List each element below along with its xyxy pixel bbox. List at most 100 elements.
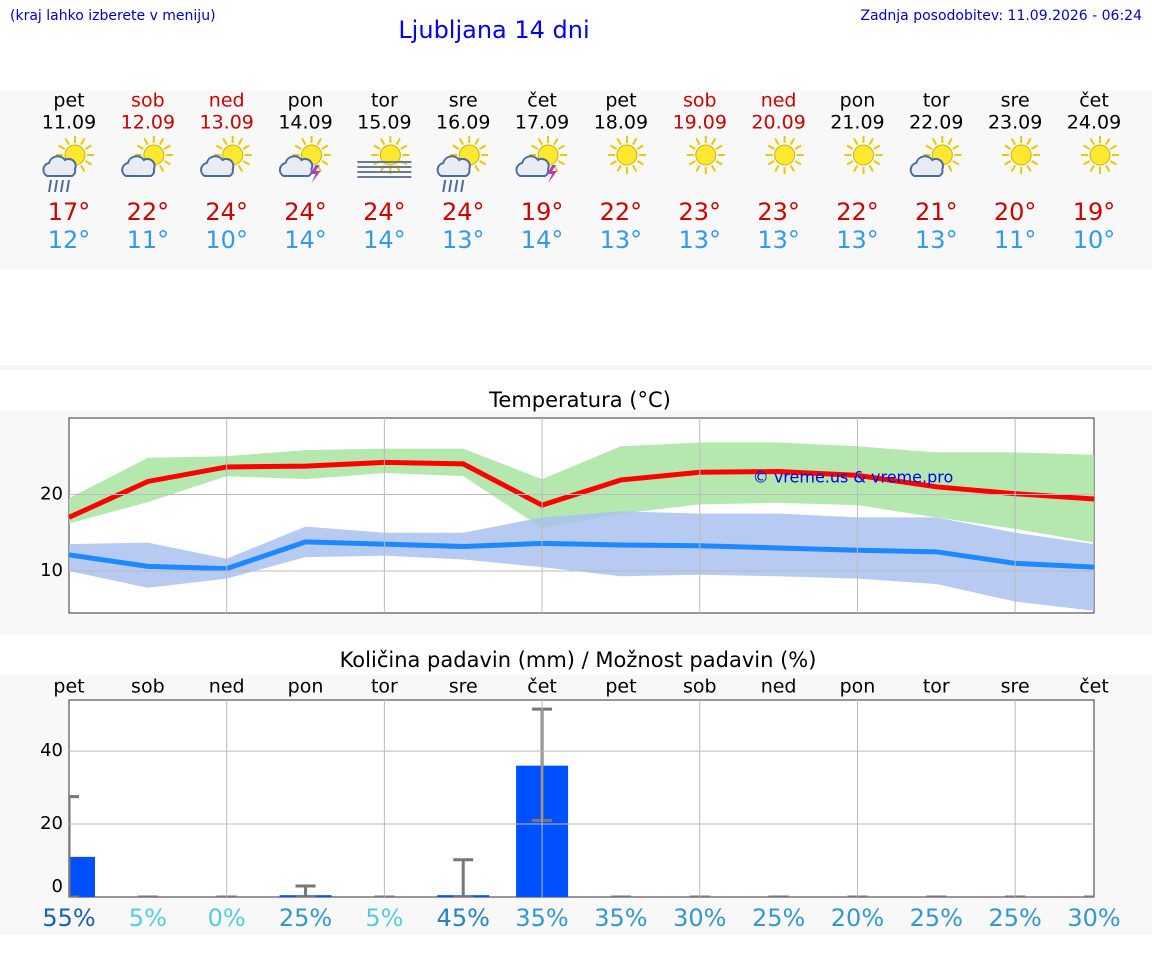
- sun-ray: [301, 138, 307, 146]
- weekday: čet: [1079, 90, 1109, 112]
- weather-icon: [436, 136, 489, 193]
- rain: [454, 179, 459, 193]
- date: 15.09: [357, 112, 411, 134]
- weather-icon: [686, 136, 725, 174]
- date: 13.09: [199, 112, 253, 134]
- probability: 25%: [279, 904, 332, 932]
- temp-series: [69, 442, 1094, 611]
- rain: [442, 179, 447, 193]
- probability: 25%: [988, 904, 1041, 932]
- sun-ray: [767, 160, 775, 166]
- date: 14.09: [278, 112, 332, 134]
- sun-ray: [636, 160, 644, 166]
- sun-ray: [215, 144, 223, 150]
- sun-ray: [632, 164, 638, 172]
- sun-ray: [868, 138, 874, 146]
- temp-min: 12°: [48, 226, 91, 254]
- weekday: pon: [288, 90, 324, 112]
- sun-ray: [80, 138, 86, 146]
- sun-ray: [873, 160, 881, 166]
- weekday: pet: [53, 90, 84, 112]
- sun-ray: [947, 138, 953, 146]
- weather-icon: [357, 136, 412, 178]
- rain: [54, 179, 58, 193]
- temp-max: 24°: [205, 198, 248, 226]
- temp-min: 13°: [678, 226, 721, 254]
- sun-ray: [474, 164, 480, 172]
- sun-ray: [237, 138, 244, 146]
- temp-max: 24°: [363, 198, 406, 226]
- sun-ray: [715, 144, 723, 150]
- temp-max: 21°: [915, 198, 958, 226]
- sun-ray: [616, 164, 622, 172]
- sun: [1010, 144, 1032, 166]
- sun-ray: [695, 138, 701, 146]
- rain: [60, 179, 64, 193]
- sun-ray: [695, 164, 701, 172]
- date: 20.09: [751, 112, 805, 134]
- date: 12.09: [121, 112, 175, 134]
- sun-ray: [1010, 164, 1017, 172]
- weekday: ned: [209, 90, 245, 112]
- temp-min: 11°: [127, 226, 170, 254]
- sun-ray: [294, 144, 302, 150]
- sun-ray: [1004, 144, 1012, 150]
- weather-icon: [515, 136, 568, 183]
- x-tick-label: čet: [527, 676, 557, 698]
- forecast-band: [0, 90, 1152, 270]
- sun-ray: [222, 138, 228, 146]
- rain: [66, 179, 70, 193]
- probability: 0%: [208, 904, 246, 932]
- probability: 5%: [129, 904, 167, 932]
- sun-ray: [952, 160, 960, 166]
- cloud: [909, 155, 944, 177]
- x-tick-label: čet: [1079, 676, 1109, 698]
- temp-min: 10°: [1073, 226, 1116, 254]
- sun-ray: [1109, 160, 1117, 166]
- cloud: [515, 155, 550, 177]
- sun-ray: [158, 164, 165, 172]
- bolt: [547, 165, 558, 183]
- x-tick-label: pon: [840, 676, 876, 698]
- sun-ray: [794, 144, 802, 150]
- weather-icon: [844, 136, 883, 174]
- y-tick-label: 0: [52, 876, 63, 897]
- temp-min: 13°: [836, 226, 879, 254]
- x-tick-label: tor: [923, 676, 950, 698]
- bar: [69, 856, 95, 897]
- probability: 35%: [515, 904, 568, 932]
- sun-ray: [1026, 138, 1032, 146]
- probability: 5%: [365, 904, 403, 932]
- y-tick-label: 40: [40, 740, 63, 761]
- sun-ray: [774, 138, 780, 146]
- menu-hint: (kraj lahko izberete v meniju): [10, 8, 216, 24]
- sun-ray: [715, 160, 723, 166]
- temp-max: 19°: [1073, 198, 1116, 226]
- sun-ray: [1083, 144, 1091, 150]
- temp-max: 24°: [442, 198, 485, 226]
- x-tick-label: sob: [131, 676, 165, 698]
- sun: [695, 144, 717, 166]
- weather-icon: [278, 136, 331, 183]
- sun-ray: [136, 144, 144, 150]
- sun-ray: [1004, 160, 1012, 166]
- probability: 20%: [831, 904, 884, 932]
- band: [69, 511, 1094, 611]
- rain: [48, 179, 52, 193]
- date: 21.09: [830, 112, 884, 134]
- sun-ray: [789, 164, 795, 172]
- temp-max: 23°: [757, 198, 800, 226]
- sun-ray: [242, 160, 250, 166]
- weather-icon: [200, 136, 252, 177]
- date: 18.09: [594, 112, 648, 134]
- sun-ray: [1010, 138, 1017, 146]
- sun-ray: [316, 138, 322, 146]
- date: 11.09: [42, 112, 96, 134]
- temp-max: 24°: [284, 198, 327, 226]
- weekday: čet: [527, 90, 557, 112]
- sun-ray: [452, 144, 460, 150]
- probability: 25%: [910, 904, 963, 932]
- probability: 30%: [1067, 904, 1120, 932]
- sun-ray: [609, 160, 618, 166]
